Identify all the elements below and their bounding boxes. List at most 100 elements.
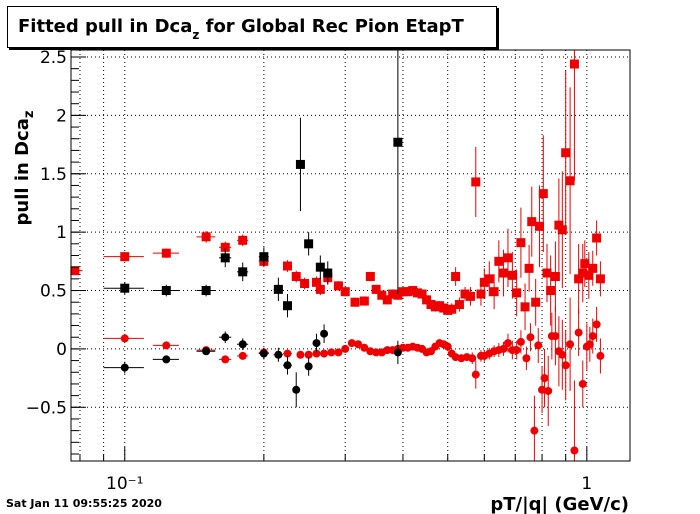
data-point (365, 272, 375, 282)
data-point (544, 386, 553, 395)
data-point (592, 320, 601, 329)
data-point (538, 189, 548, 199)
data-point (323, 268, 333, 278)
data-point (530, 426, 539, 435)
data-point (283, 349, 292, 358)
data-point (566, 340, 575, 349)
data-point (526, 333, 535, 342)
x-axis-title: pT/|q| (GeV/c) (490, 494, 629, 514)
y-axis-title: pull in Dcaz (12, 111, 37, 226)
data-point (382, 295, 392, 305)
data-point (465, 291, 475, 301)
data-point (282, 301, 292, 311)
chart-title: Fitted pull in Dcaz for Global Rec Pion … (18, 16, 464, 42)
x-tick-label: 10⁻¹ (106, 474, 143, 494)
data-point (70, 266, 80, 276)
chart-title-box: Fitted pull in Dcaz for Global Rec Pion … (7, 6, 497, 48)
data-point (162, 355, 171, 364)
data-point (584, 270, 594, 280)
data-point (161, 248, 171, 258)
data-point (291, 272, 301, 282)
data-point (561, 361, 570, 370)
data-point (296, 350, 305, 359)
data-point (408, 286, 418, 296)
data-point (542, 268, 552, 278)
data-point (554, 220, 564, 230)
data-point (498, 268, 508, 278)
data-point (443, 342, 452, 351)
x-tick-label: 1 (581, 474, 592, 494)
series-black-square (103, 50, 403, 318)
series-black-circle (103, 324, 402, 408)
data-point (520, 302, 530, 312)
data-point (162, 341, 171, 350)
data-point (557, 225, 567, 235)
data-point (320, 349, 329, 358)
data-point (312, 277, 322, 287)
data-point (489, 287, 499, 297)
data-point (585, 340, 594, 349)
data-point (460, 289, 470, 299)
series-red-circle (103, 297, 605, 461)
data-point (494, 256, 504, 266)
data-point (503, 253, 513, 263)
timestamp: Sat Jan 11 09:55:25 2020 (6, 497, 162, 510)
data-point (578, 379, 587, 388)
data-point (527, 217, 537, 227)
data-point (569, 59, 579, 69)
data-point (412, 288, 422, 298)
data-point (360, 343, 369, 352)
data-point (417, 289, 427, 299)
data-point (524, 263, 534, 273)
y-tick-label: 1.5 (40, 165, 67, 185)
data-point (393, 290, 403, 300)
data-point (476, 289, 486, 299)
data-point (551, 332, 560, 341)
data-point (398, 287, 408, 297)
data-point (403, 287, 413, 297)
data-point (304, 239, 314, 249)
data-point (300, 279, 310, 289)
data-point (393, 137, 403, 147)
data-point (578, 268, 588, 278)
data-point (534, 341, 543, 350)
data-point (558, 350, 567, 359)
data-point (574, 274, 584, 284)
y-tick-label: −0.5 (26, 398, 67, 418)
series-red-square (70, 50, 605, 331)
y-tick-label: 1 (56, 223, 67, 243)
tick-labels: 10⁻¹ 1 −0.5 0 0.5 1 1.5 2 2.5 (26, 48, 593, 494)
data-point (259, 349, 268, 358)
data-point (512, 346, 521, 355)
data-point (359, 296, 369, 306)
data-point (595, 274, 605, 284)
data-point (327, 348, 336, 357)
y-tick-label: 0.5 (40, 282, 67, 302)
data-point (372, 348, 381, 357)
chart-title-subscript: z (192, 28, 200, 42)
data-point (238, 351, 247, 360)
data-point (292, 385, 301, 394)
data-point (238, 340, 247, 349)
data-point (522, 354, 531, 363)
data-point (282, 261, 292, 271)
data-point (333, 281, 343, 291)
data-point (535, 221, 545, 231)
data-point (596, 351, 605, 360)
data-point (340, 287, 350, 297)
y-axis-title-subscript: z (22, 111, 37, 119)
data-point (354, 340, 363, 349)
data-points (70, 50, 605, 461)
data-point (507, 270, 517, 280)
data-point (201, 286, 211, 296)
data-point (120, 363, 129, 372)
data-point (499, 344, 508, 353)
data-point (312, 349, 321, 358)
data-point (484, 274, 494, 284)
data-point (238, 235, 248, 245)
data-point (312, 339, 321, 348)
data-point (161, 286, 171, 296)
plot-frame (70, 49, 631, 462)
data-point (120, 334, 129, 343)
data-point (201, 232, 211, 242)
